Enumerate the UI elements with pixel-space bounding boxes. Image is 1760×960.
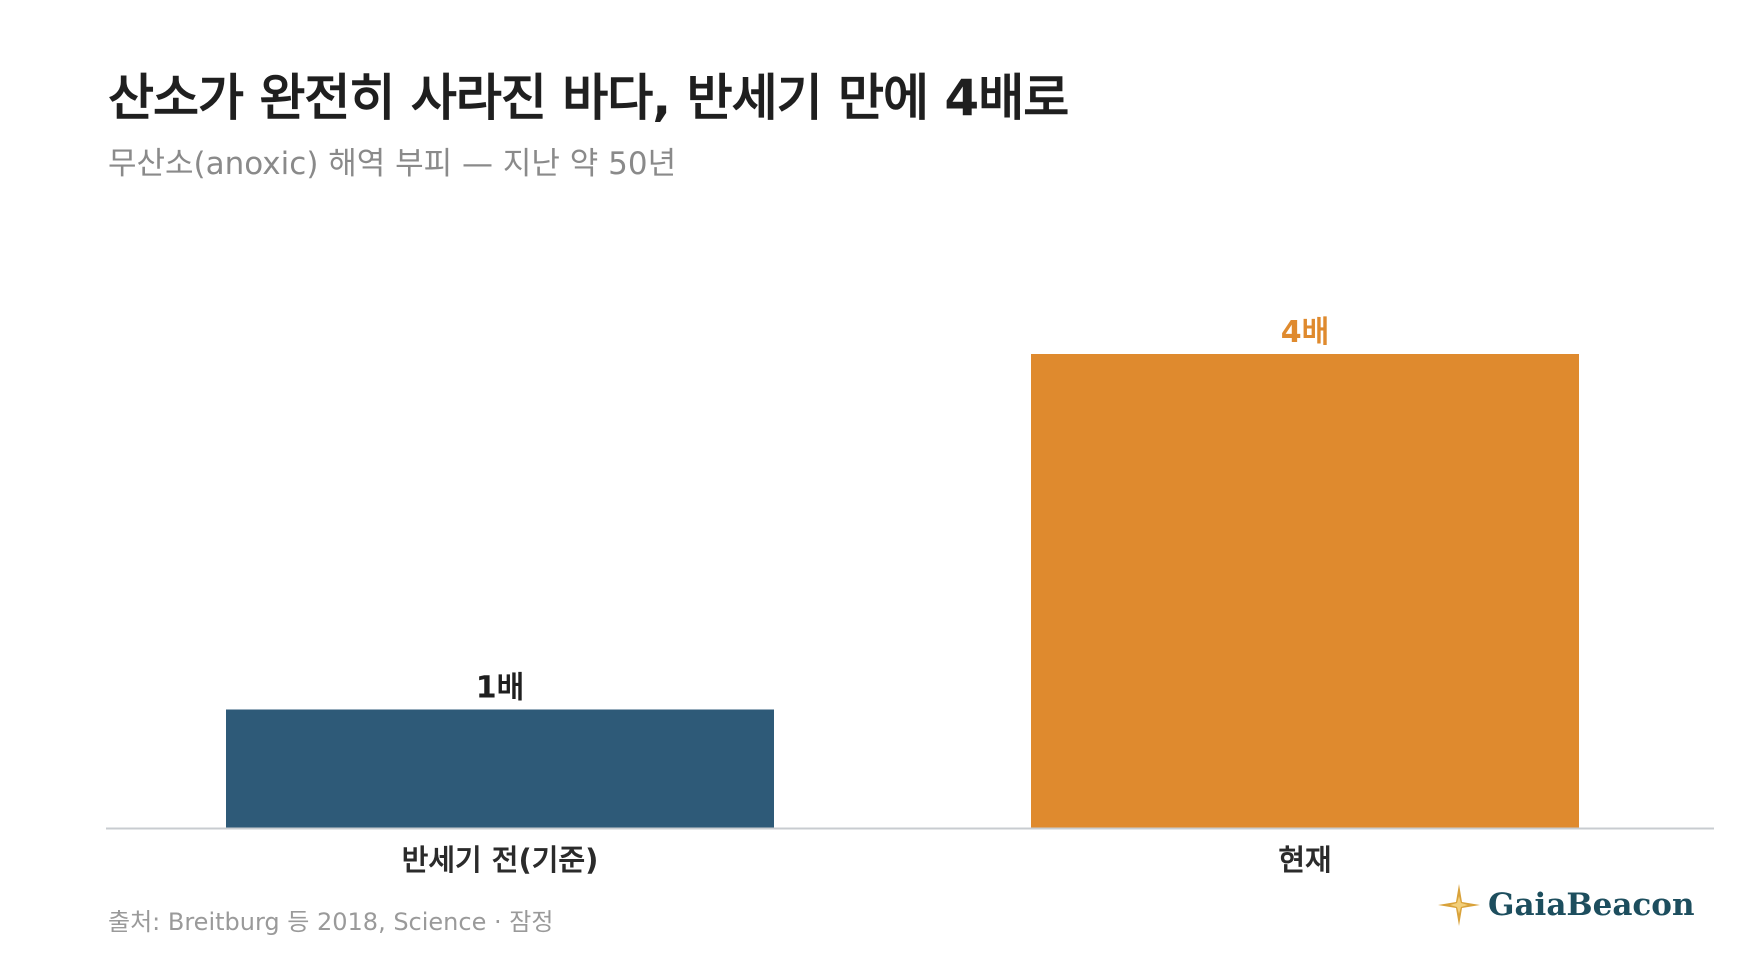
source-note: 출처: Breitburg 등 2018, Science · 잠정 <box>108 908 554 936</box>
chart-title: 산소가 완전히 사라진 바다, 반세기 만에 4배로 <box>108 69 1069 127</box>
chart-subtitle: 무산소(anoxic) 해역 부피 — 지난 약 50년 <box>108 146 677 182</box>
brand-logo: GaiaBeacon <box>1436 880 1695 930</box>
x-tick-label: 현재 <box>1278 843 1331 877</box>
bar <box>1031 354 1579 828</box>
compass-star-icon <box>1438 884 1480 926</box>
bar-value-label: 1배 <box>476 671 524 706</box>
bar <box>226 709 774 828</box>
brand-name: GaiaBeacon <box>1488 887 1695 923</box>
x-tick-label: 반세기 전(기준) <box>402 843 599 877</box>
bar-value-label: 4배 <box>1281 315 1329 350</box>
